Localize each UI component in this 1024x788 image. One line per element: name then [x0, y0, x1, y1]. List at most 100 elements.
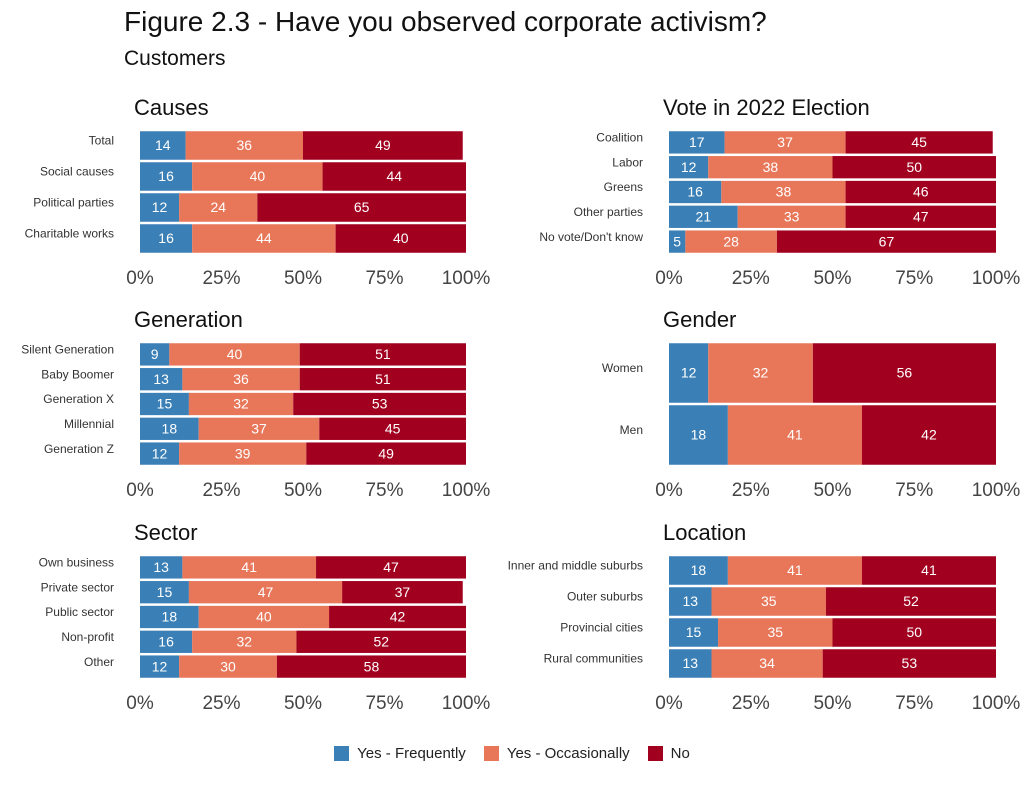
bar-segment-no — [276, 655, 466, 678]
chart-subtitle: Customers — [124, 47, 226, 70]
x-tick-label: 100% — [972, 480, 1021, 501]
data-label: 18 — [162, 609, 178, 625]
bar-segment-yes-frequently — [669, 131, 725, 154]
data-label: 28 — [723, 233, 739, 249]
bar-segment-yes-occasionally — [721, 180, 846, 204]
x-tick-label: 25% — [202, 268, 240, 289]
category-label: Other parties — [574, 205, 643, 219]
bar-segment-no — [861, 405, 996, 465]
bar-segment-yes-frequently — [669, 649, 712, 678]
data-label: 46 — [913, 184, 929, 200]
category-label: Outer suburbs — [567, 590, 643, 604]
data-label: 38 — [776, 184, 792, 200]
category-label: Greens — [604, 180, 643, 194]
bar-segment-yes-occasionally — [711, 649, 823, 678]
data-label: 49 — [378, 445, 394, 461]
category-label: Total — [89, 134, 114, 148]
panel-causes: Causes Total 14 36 49 Social causes 16 40 44 Poli… — [25, 95, 491, 289]
bar-segment-yes-frequently — [669, 556, 728, 585]
data-label: 37 — [395, 584, 411, 600]
bar-segment-no — [776, 230, 996, 253]
bar-segment-yes-frequently — [669, 405, 728, 465]
x-tick-label: 0% — [655, 693, 683, 714]
legend-label-no: No — [670, 745, 690, 762]
x-tick-label: 25% — [732, 480, 770, 501]
bar-segment-no — [825, 587, 996, 616]
bar-segment-yes-occasionally — [179, 193, 258, 222]
data-label: 67 — [879, 233, 895, 249]
chart-title: Figure 2.3 - Have you observed corporate… — [124, 6, 767, 37]
bar-segment-yes-occasionally — [708, 156, 833, 179]
bar-segment-no — [296, 630, 466, 653]
bar-segment-no — [845, 205, 996, 228]
x-tick-label: 50% — [813, 268, 851, 289]
legend: Yes - Frequently Yes - Occasionally No — [0, 745, 1024, 762]
data-label: 18 — [162, 421, 178, 437]
bar-segment-yes-frequently — [140, 368, 183, 391]
x-tick-label: 0% — [655, 268, 683, 289]
data-label: 38 — [763, 159, 779, 175]
bar-segment-yes-frequently — [669, 343, 709, 403]
data-label: 14 — [155, 137, 171, 153]
bar-segment-yes-occasionally — [708, 343, 813, 403]
legend-swatch-yes-frequently — [334, 746, 350, 761]
bar-segment-yes-frequently — [140, 605, 199, 629]
data-label: 17 — [689, 134, 705, 150]
legend-swatch-yes-occasionally — [483, 746, 499, 761]
data-label: 41 — [787, 562, 803, 578]
data-label: 16 — [158, 230, 174, 246]
data-label: 36 — [237, 137, 253, 153]
data-label: 18 — [691, 562, 707, 578]
bar-segment-yes-occasionally — [192, 224, 336, 253]
category-label: Men — [620, 423, 643, 437]
data-label: 37 — [777, 134, 793, 150]
data-label: 40 — [393, 230, 409, 246]
data-label: 9 — [151, 346, 159, 362]
x-tick-label: 0% — [126, 693, 154, 714]
data-label: 15 — [157, 396, 173, 412]
bar-segment-yes-occasionally — [718, 618, 833, 647]
data-label: 12 — [152, 199, 168, 215]
data-label: 65 — [354, 199, 370, 215]
panel-title: Location — [663, 520, 746, 545]
x-tick-label: 50% — [284, 480, 322, 501]
bar-segment-yes-occasionally — [169, 343, 300, 366]
panel-vote: Vote in 2022 Election Coalition 17 37 45 Labo… — [539, 95, 1020, 289]
category-label: Other — [84, 655, 114, 669]
bar-segment-yes-occasionally — [737, 205, 846, 228]
data-label: 12 — [681, 159, 697, 175]
x-tick-label: 75% — [895, 268, 933, 289]
x-tick-label: 100% — [442, 480, 491, 501]
bar-segment-no — [306, 442, 466, 465]
data-label: 33 — [784, 209, 800, 225]
data-label: 52 — [903, 593, 919, 609]
bar-segment-yes-occasionally — [185, 131, 303, 160]
panel-title: Sector — [134, 520, 198, 545]
data-label: 13 — [153, 559, 169, 575]
data-label: 45 — [385, 421, 401, 437]
data-label: 36 — [233, 371, 249, 387]
panel-generation: Generation Silent Generation 9 40 51 Baby Boo… — [21, 307, 491, 501]
panel-title: Generation — [134, 307, 243, 332]
bar-segment-yes-occasionally — [727, 556, 862, 585]
bar-segment-yes-occasionally — [179, 442, 307, 465]
category-label: Public sector — [45, 605, 114, 619]
category-label: Provincial cities — [560, 621, 643, 635]
data-label: 58 — [364, 658, 380, 674]
data-label: 40 — [250, 168, 266, 184]
x-tick-label: 0% — [655, 480, 683, 501]
x-tick-label: 100% — [442, 693, 491, 714]
data-label: 50 — [906, 159, 922, 175]
x-tick-label: 50% — [284, 268, 322, 289]
bar-segment-no — [293, 392, 466, 416]
data-label: 12 — [152, 445, 168, 461]
x-tick-label: 75% — [365, 480, 403, 501]
bar-segment-no — [861, 556, 996, 585]
bar-segment-yes-frequently — [140, 193, 180, 222]
data-label: 34 — [759, 655, 775, 671]
bar-segment-no — [845, 131, 993, 154]
data-label: 53 — [372, 396, 388, 412]
data-label: 52 — [373, 634, 389, 650]
legend-item-yes-frequently: Yes - Frequently — [334, 745, 466, 762]
